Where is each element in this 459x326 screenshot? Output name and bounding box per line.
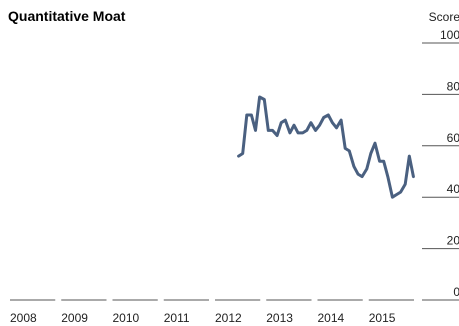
- x-tick-label: 2008: [10, 311, 37, 325]
- series-group: [237, 95, 415, 199]
- y-tick-label: 80: [447, 79, 459, 93]
- x-tick-label: 2014: [318, 311, 345, 325]
- x-tick-label: 2009: [61, 311, 88, 325]
- chart-title: Quantitative Moat: [8, 8, 126, 24]
- y-tick-label: 40: [447, 182, 459, 196]
- series-line: [237, 95, 415, 199]
- x-axis: 2008 2009 2010 2011 2012 2013 2014 2015: [10, 299, 414, 325]
- y-tick-label: 60: [447, 131, 459, 145]
- y-axis: Score 0 20 40 60 80 100: [422, 10, 459, 301]
- y-tick-label: 100: [440, 28, 459, 42]
- x-tick-label: 2013: [266, 311, 293, 325]
- x-tick-label: 2010: [113, 311, 140, 325]
- y-tick-label: 0: [453, 285, 459, 299]
- x-tick-label: 2012: [215, 311, 242, 325]
- y-tick-label: 20: [447, 234, 459, 248]
- y-axis-title: Score: [429, 10, 459, 24]
- x-tick-label: 2011: [164, 311, 190, 325]
- x-tick-label: 2015: [369, 311, 396, 325]
